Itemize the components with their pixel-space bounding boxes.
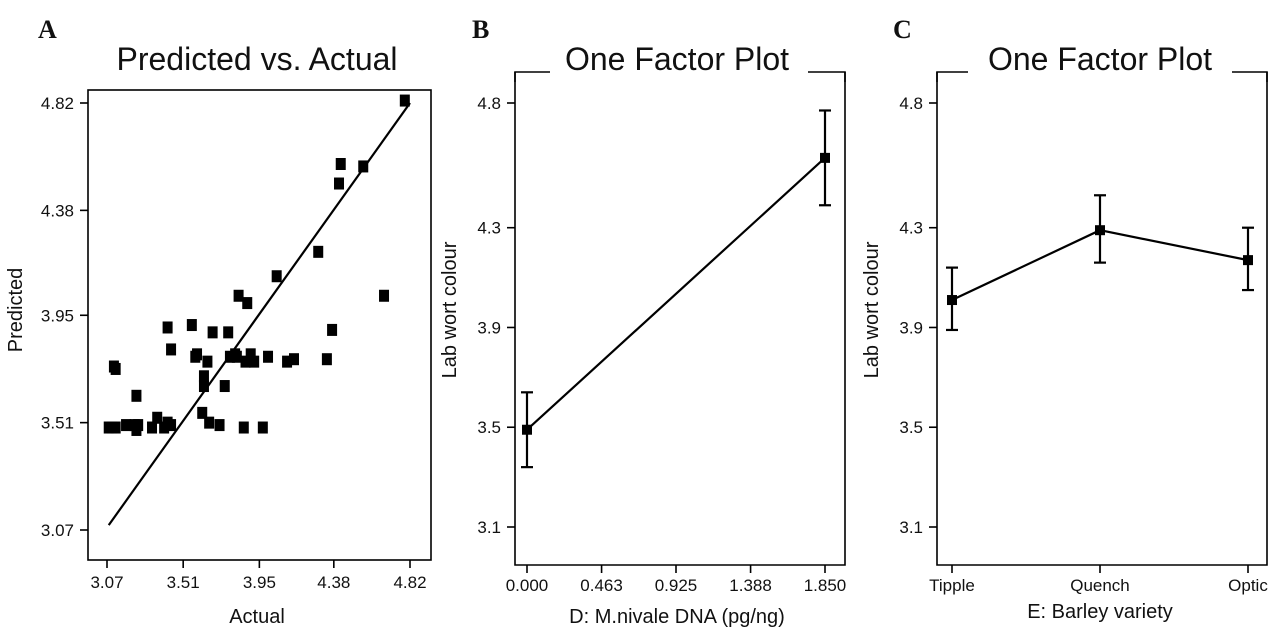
panel-c-title: One Factor Plot (988, 41, 1212, 77)
data-point (223, 326, 234, 339)
data-point (327, 323, 338, 336)
y-tick-label: 4.38 (41, 201, 74, 220)
data-point (121, 419, 132, 432)
data-point (313, 245, 324, 258)
data-point (263, 350, 274, 363)
mean-line (526, 157, 826, 431)
data-point (224, 350, 235, 363)
data-point (192, 348, 203, 361)
data-point (288, 353, 299, 366)
y-tick-label: 3.5 (899, 418, 923, 437)
data-point (334, 177, 345, 190)
panel-c-y-axis-label: Lab wort colour (861, 241, 883, 378)
data-point (147, 421, 158, 434)
data-point (162, 416, 173, 429)
data-point (110, 362, 121, 375)
y-tick-label: 3.51 (41, 414, 74, 433)
data-point (162, 321, 173, 334)
data-point (358, 160, 369, 173)
panel-b-marks: 3.1 3.5 3.9 4.3 4.8 0.000 0.463 0.925 1.388 1.850 (477, 94, 846, 595)
x-tick-label: 0.925 (655, 576, 698, 595)
mean-point (1243, 255, 1253, 266)
y-tick-label: 3.1 (899, 518, 923, 537)
panel-label-a: A (38, 15, 57, 44)
x-tick-label: 1.850 (804, 576, 847, 595)
x-tick-label: 3.95 (243, 573, 276, 592)
mean-point (522, 424, 532, 435)
data-point (186, 319, 197, 332)
data-point (110, 421, 121, 434)
data-point (231, 350, 242, 363)
mean-point (947, 295, 957, 306)
panel-label-c: C (893, 15, 912, 44)
y-tick-label: 4.3 (899, 219, 923, 238)
panel-b: B One Factor Plot D: M.nivale DNA (pg/ng… (439, 15, 846, 628)
panel-b-x-axis-label: D: M.nivale DNA (pg/ng) (569, 606, 785, 628)
panel-c-plot-frame (936, 72, 1268, 566)
data-point (335, 158, 346, 170)
data-point (399, 94, 410, 107)
panel-a-title: Predicted vs. Actual (116, 41, 397, 77)
y-tick-label: 4.82 (41, 94, 74, 113)
x-tick-label: 1.388 (729, 576, 772, 595)
data-point (152, 411, 163, 424)
panel-c: C One Factor Plot E: Barley variety Lab … (861, 15, 1268, 623)
y-tick-label: 3.5 (477, 418, 501, 437)
data-point (245, 348, 256, 361)
panel-a-plot-frame (87, 89, 432, 561)
panel-a-x-axis-label: Actual (229, 606, 285, 628)
data-point (249, 355, 260, 368)
y-tick-label: 4.8 (477, 94, 501, 113)
fit-line (107, 102, 411, 526)
data-point (233, 289, 244, 302)
y-tick-label: 4.3 (477, 219, 501, 238)
x-tick-label: 0.463 (580, 576, 623, 595)
panel-b-title: One Factor Plot (565, 41, 789, 77)
x-tick-label: 4.82 (393, 573, 426, 592)
panel-a-y-axis-label: Predicted (5, 268, 27, 353)
data-point (131, 389, 142, 402)
mean-point (820, 152, 830, 163)
panel-label-b: B (472, 15, 489, 44)
data-point (133, 419, 144, 432)
data-point (379, 289, 390, 302)
data-point (321, 353, 332, 366)
data-point (207, 326, 218, 339)
y-tick-label: 3.07 (41, 521, 74, 540)
data-point (198, 370, 209, 383)
y-tick-label: 3.1 (477, 518, 501, 537)
y-tick-label: 3.9 (477, 318, 501, 337)
panel-a-marks: 3.07 3.51 3.95 4.38 4.82 3.07 3.51 3.95 4.38 4.82 (41, 94, 427, 592)
x-tick-label: 0.000 (506, 576, 549, 595)
x-tick-label: Tipple (929, 576, 975, 595)
data-point (166, 343, 177, 356)
x-tick-label: Optic (1228, 576, 1268, 595)
data-point (204, 416, 215, 429)
data-point (271, 270, 282, 283)
data-point (282, 355, 293, 368)
x-tick-label: 3.51 (167, 573, 200, 592)
mean-point (1095, 225, 1105, 236)
data-point (214, 419, 225, 432)
panel-c-marks: 3.1 3.5 3.9 4.3 4.8 Tipple Quench Optic (899, 94, 1268, 595)
x-tick-label: 4.38 (317, 573, 350, 592)
panel-b-plot-frame (514, 72, 846, 566)
data-point (238, 421, 249, 434)
y-tick-label: 3.9 (899, 318, 923, 337)
panel-b-y-axis-label: Lab wort colour (439, 241, 461, 378)
panel-c-x-axis-label: E: Barley variety (1027, 601, 1173, 623)
data-point (242, 297, 253, 310)
panel-a: A Predicted vs. Actual Actual Predicted … (5, 15, 432, 628)
data-point (202, 355, 213, 368)
data-point (257, 421, 268, 434)
y-tick-label: 3.95 (41, 306, 74, 325)
data-point (197, 406, 208, 419)
data-point (198, 380, 209, 393)
data-point (219, 380, 230, 393)
x-tick-label: 3.07 (90, 573, 123, 592)
x-tick-label: Quench (1070, 576, 1130, 595)
data-point (240, 355, 251, 368)
y-tick-label: 4.8 (899, 94, 923, 113)
